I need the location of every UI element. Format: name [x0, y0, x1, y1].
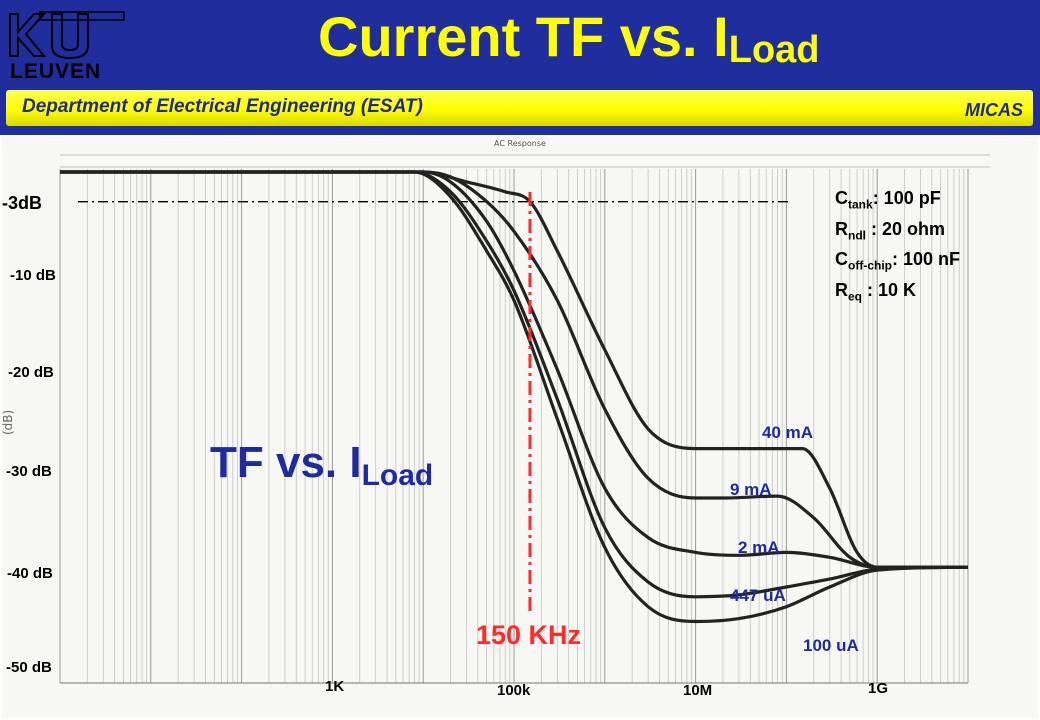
- parameter-value: : 10 K: [862, 279, 917, 300]
- title-subscript: Load: [728, 29, 820, 71]
- parameter-row: Req : 10 K: [835, 278, 960, 309]
- series-label: 40 mA: [762, 423, 814, 442]
- parameter-subscript: tank: [848, 197, 873, 212]
- parameter-subscript: eq: [848, 289, 863, 304]
- parameter-symbol: R: [835, 279, 848, 300]
- tf-annotation: TF vs. ILoad: [210, 438, 433, 493]
- x-tick-label: 1K: [325, 678, 345, 695]
- response-curves: [60, 170, 969, 624]
- title-main: Current TF vs. I: [318, 5, 729, 68]
- parameter-value: : 100 nF: [892, 249, 961, 270]
- series-label: 447 uA: [730, 586, 786, 605]
- parameter-subscript: ndl: [848, 228, 866, 243]
- parameter-row: Rndl : 20 ohm: [835, 217, 960, 248]
- y-axis-unit: (dB): [1, 410, 15, 435]
- legend-strip: [60, 154, 990, 168]
- parameter-symbol: C: [835, 249, 848, 270]
- series-label: 100 uA: [803, 636, 859, 655]
- y-tick-label: -20 dB: [8, 364, 54, 381]
- tf-main: TF vs. I: [210, 438, 362, 487]
- series-line-4: [60, 170, 969, 624]
- logo-text: LEUVEN: [10, 60, 102, 83]
- y-tick-label: -30 dB: [6, 463, 52, 480]
- parameter-list: Ctank: 100 pF Rndl : 20 ohm Coff-chip: 100…: [835, 186, 960, 308]
- ac-response-plot: AC Response (dB): [1, 137, 1038, 718]
- y-tick-label: -40 dB: [7, 565, 53, 582]
- y-tick-label: -10 dB: [10, 267, 56, 284]
- plot-window-title: AC Response: [494, 139, 546, 148]
- parameter-subscript: off-chip: [848, 258, 892, 273]
- department-label: Department of Electrical Engineering (ES…: [22, 96, 423, 117]
- frequency-marker-label: 150 KHz: [476, 620, 582, 650]
- parameter-row: Coff-chip: 100 nF: [835, 247, 960, 278]
- ku-logo-icon: [9, 11, 125, 60]
- y-tick-label: -50 dB: [6, 659, 52, 676]
- parameter-value: : 100 pF: [872, 188, 941, 208]
- department-band: Department of Electrical Engineering (ES…: [6, 90, 1033, 126]
- slide-header: LEUVEN Current TF vs. ILoad Department o…: [0, 0, 1040, 135]
- parameter-value: : 20 ohm: [866, 218, 946, 239]
- parameter-symbol: R: [835, 218, 848, 239]
- x-tick-label: 1G: [868, 680, 889, 697]
- plot-grid: [59, 169, 969, 684]
- x-tick-label: 10M: [683, 682, 713, 699]
- parameter-symbol: C: [835, 188, 848, 208]
- page-title: Current TF vs. ILoad: [318, 6, 820, 72]
- series-line-2: [60, 170, 968, 569]
- y-tick-label: -3dB: [2, 193, 42, 213]
- x-tick-label: 100k: [497, 682, 531, 699]
- group-label: MICAS: [965, 100, 1023, 120]
- parameter-row: Ctank: 100 pF: [835, 186, 960, 217]
- plot-frame: [2, 137, 1038, 718]
- series-label: 2 mA: [738, 538, 780, 557]
- tf-subscript: Load: [361, 459, 434, 492]
- series-label: 9 mA: [730, 480, 772, 499]
